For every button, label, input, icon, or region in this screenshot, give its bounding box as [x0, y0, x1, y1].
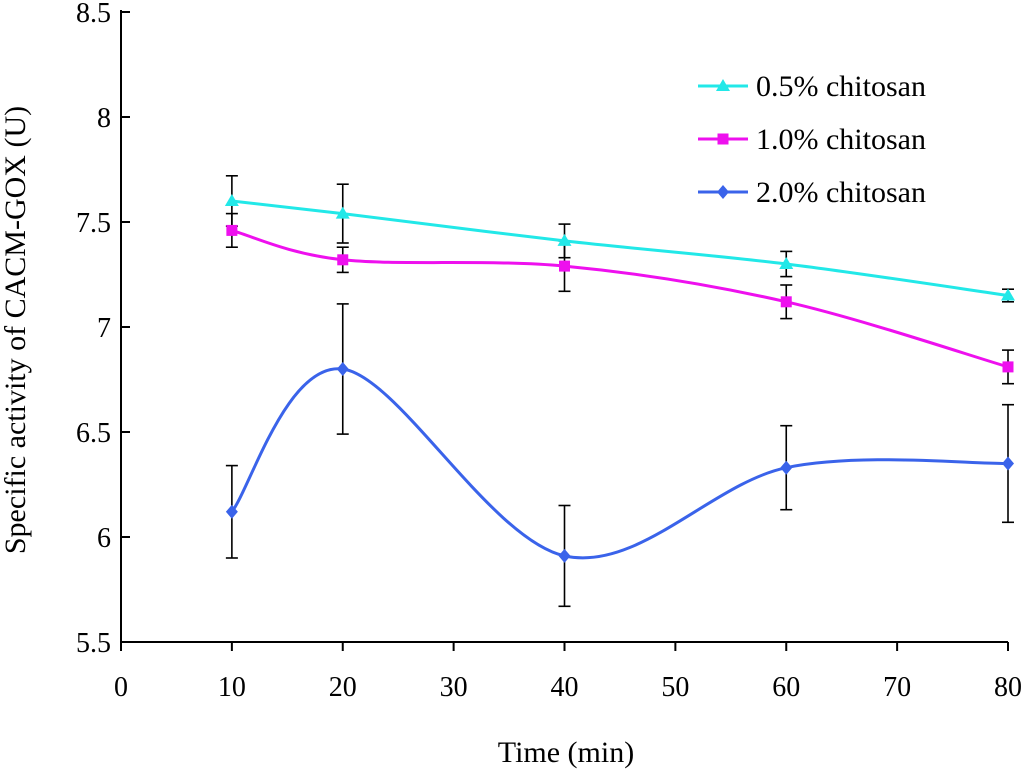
x-tick-label: 40: [551, 672, 579, 703]
legend-marker-0: [716, 79, 730, 91]
y-tick-label: 5.5: [76, 628, 111, 659]
x-tick-label: 10: [218, 672, 246, 703]
x-tick-label: 0: [114, 672, 128, 703]
legend-marker-2: [717, 185, 729, 199]
series-line-0: [231, 199, 1009, 297]
data-point-2: [225, 504, 238, 519]
data-point-0: [224, 194, 239, 206]
y-axis-title: Specific activity of CACM-GOX (U): [0, 106, 32, 554]
x-tick-label: 50: [661, 672, 689, 703]
axes: 5.5 6 6.5 7 7.5 8 8.5 0 10 20 30 40 50 60 70 80: [76, 0, 1022, 703]
legend-label: 1.0% chitosan: [756, 123, 926, 156]
y-tick-label: 8.5: [76, 0, 111, 29]
series-line-1: [231, 228, 1009, 369]
legend-marker-1: [717, 133, 729, 145]
x-tick-label: 80: [994, 672, 1022, 703]
y-tick-label: 6: [97, 523, 111, 554]
x-tick-label: 60: [772, 672, 800, 703]
series-line-2: [230, 367, 1009, 560]
data-point-2: [558, 548, 571, 563]
x-tick-label: 30: [440, 672, 468, 703]
error-bars: [225, 175, 1014, 608]
series-lines: [230, 199, 1009, 560]
x-tick-label: 70: [883, 672, 911, 703]
data-markers: [224, 194, 1015, 563]
x-tick-label: 20: [329, 672, 357, 703]
data-point-2: [1002, 456, 1014, 471]
data-point-1: [1002, 361, 1014, 373]
data-point-2: [336, 362, 349, 376]
y-tick-label: 7.5: [76, 208, 111, 239]
data-point-2: [780, 460, 793, 475]
y-tick-label: 8: [97, 103, 111, 134]
legend-label: 2.0% chitosan: [756, 176, 926, 209]
data-point-1: [559, 260, 570, 272]
data-point-0: [335, 206, 350, 219]
y-tick-label: 6.5: [76, 418, 111, 449]
data-point-0: [557, 233, 572, 246]
y-tick-label: 7: [97, 313, 111, 344]
data-point-1: [337, 254, 349, 266]
legend-label: 0.5% chitosan: [756, 70, 926, 103]
data-point-1: [780, 296, 792, 308]
data-point-0: [1001, 288, 1015, 301]
legend: 0.5% chitosan 1.0% chitosan 2.0% chitosan: [698, 70, 926, 209]
data-point-1: [226, 224, 238, 236]
x-axis-title: Time (min): [498, 736, 634, 769]
data-point-0: [779, 257, 794, 269]
